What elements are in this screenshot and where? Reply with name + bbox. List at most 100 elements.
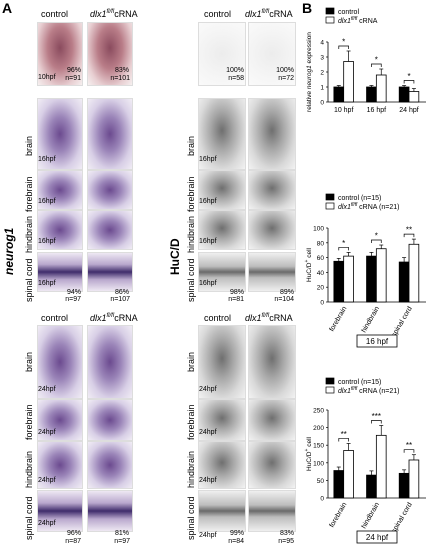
bar (375, 74, 387, 103)
bar (333, 470, 345, 499)
significance-label: * (375, 56, 378, 65)
neurog-10-ctrl-n: n=91 (65, 75, 81, 82)
legend-label: control (n=15) (338, 195, 381, 202)
stage-label: 24hpf (199, 477, 217, 484)
region-brain-label: brain (24, 351, 34, 372)
y-tick-label: 80 (317, 240, 325, 247)
neurog-24-forebrain-dlx (87, 399, 133, 441)
bar (398, 261, 410, 303)
y-axis-label: HuC/D+ cell (304, 247, 313, 282)
x-tick-label: 24 hpf (399, 107, 419, 114)
bar (366, 86, 377, 103)
huc-10-ctrl-pct: 100% (226, 67, 244, 74)
chart-hucd-24hpf: control (n=15)dlx1fl/fl cRNA (n=21) 0 50 10… (304, 377, 426, 544)
significance-bracket (403, 233, 415, 238)
hucd-label: HuC/D (168, 238, 182, 275)
huc-10-dlx-n: n=72 (278, 75, 294, 82)
neurog-16-dlx-pct: 86% (114, 289, 129, 296)
y-tick-label: 250 (313, 408, 324, 415)
y-tick-label: 20 (317, 285, 325, 292)
huc-16-forebrain-ctrl (198, 170, 246, 210)
stage-label: 16hpf (38, 280, 56, 287)
huc-24-dlx-pct: 83% (279, 530, 294, 537)
region-forebrain-label: forebrain (24, 404, 34, 440)
significance-label: ** (341, 430, 347, 439)
significance-label: * (342, 239, 345, 248)
stage-label: 24hpf (199, 429, 217, 436)
y-tick-label: 4 (320, 40, 324, 47)
legend-label: dlx1fl/fl cRNA (338, 16, 378, 25)
x-tick-label: 16 hpf (367, 107, 387, 114)
significance-bracket (338, 438, 349, 442)
neurog-16-ctrl-n: n=97 (65, 296, 81, 303)
bar (343, 255, 354, 303)
header-dlx: dlx1fl/flcRNA (90, 9, 138, 19)
significance-label: * (342, 38, 345, 47)
huc-24-forebrain-ctrl (198, 399, 246, 441)
region-hindbrain-label: hindbrain (24, 215, 34, 253)
stage-box-label: 16 hpf (366, 337, 389, 346)
huc-16-dlx-n: n=104 (274, 296, 294, 303)
stage-label: 24hpf (38, 477, 56, 484)
neurog-10-dlx-n: n=101 (110, 75, 130, 82)
legend-label: control (338, 9, 359, 16)
huc-24-brain-dlx (248, 325, 296, 399)
huc-16-ctrl-n: n=81 (228, 296, 244, 303)
panel-letter-a: A (2, 0, 13, 16)
header-control: control (204, 9, 232, 19)
region-spinal-label: spinal cord (186, 258, 196, 302)
huc-24-dlx-n: n=95 (278, 538, 294, 545)
neurog-16-forebrain-ctrl (37, 170, 83, 210)
neurog-24-hindbrain-dlx (87, 441, 133, 489)
y-tick-label: 0 (320, 100, 324, 107)
bar (343, 450, 354, 499)
neurog-16-brain-ctrl (37, 98, 83, 170)
bar (398, 472, 410, 499)
huc-16-spinal-dlx (248, 252, 296, 292)
legend-swatch (325, 377, 335, 385)
bar (366, 255, 377, 303)
significance-label: ** (406, 441, 412, 450)
stage-label: 16hpf (199, 280, 217, 287)
bar (408, 91, 420, 103)
huc-24-hindbrain-ctrl (198, 441, 246, 489)
header-control: control (204, 313, 232, 323)
huc-16-brain-dlx (248, 98, 296, 170)
y-tick-label: 200 (313, 425, 324, 432)
region-hindbrain-label: hindbrain (186, 215, 196, 253)
x-tick-label: 10 hpf (334, 107, 354, 114)
huc-24-brain-ctrl (198, 325, 246, 399)
significance-label: *** (372, 412, 381, 421)
neurog-16-dlx-n: n=107 (110, 296, 130, 303)
region-forebrain-label: forebrain (186, 404, 196, 440)
legend-swatch (325, 16, 335, 24)
neurog-24-hindbrain-ctrl (37, 441, 83, 489)
header-dlx: dlx1fl/flcRNA (245, 9, 293, 19)
bar (375, 248, 387, 303)
x-tick-label: hindbrain (361, 305, 382, 334)
huc-10-ctrl-n: n=58 (228, 75, 244, 82)
huc-24-ctrl-pct: 99% (229, 530, 244, 537)
x-tick-label: spinal cord (391, 305, 414, 338)
huc-10-ctrl-image (198, 22, 246, 86)
neurog-16-ctrl-pct: 94% (66, 289, 81, 296)
header-control: control (41, 9, 69, 19)
y-tick-label: 60 (317, 255, 325, 262)
x-tick-label: forebrain (329, 501, 349, 529)
significance-bracket (338, 247, 349, 251)
stage-label: 16hpf (38, 238, 56, 245)
bar (343, 61, 354, 103)
region-hindbrain-label: hindbrain (186, 450, 196, 488)
x-tick-label: hindbrain (361, 501, 382, 530)
stage-label: 10hpf (38, 74, 56, 81)
neurog-16-brain-dlx (87, 98, 133, 170)
huc-24-ctrl-n: n=84 (228, 538, 244, 545)
y-tick-label: 100 (313, 226, 324, 233)
significance-bracket (403, 80, 415, 84)
header-dlx: dlx1fl/flcRNA (90, 313, 138, 323)
y-tick-label: 100 (313, 460, 324, 467)
huc-24-hindbrain-dlx (248, 441, 296, 489)
legend-swatch (325, 7, 335, 15)
neurog-24-dlx-pct: 81% (114, 530, 129, 537)
